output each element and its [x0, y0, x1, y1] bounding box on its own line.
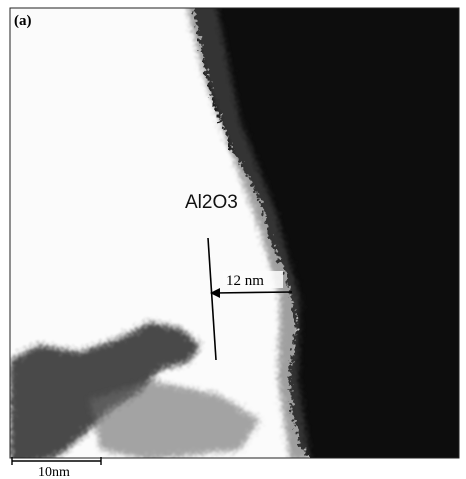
micrograph-figure: (a) Al2O3 12 nm 10nm [0, 0, 466, 479]
thickness-arrow [214, 292, 292, 293]
scale-bar-label: 10nm [38, 465, 70, 479]
page: (a) Al2O3 12 nm 10nm (() => { const data… [0, 0, 466, 479]
thickness-label: 12 nm [226, 273, 264, 289]
material-label: Al2O3 [185, 192, 238, 213]
panel-label: (a) [14, 13, 32, 29]
micrograph [10, 0, 466, 470]
